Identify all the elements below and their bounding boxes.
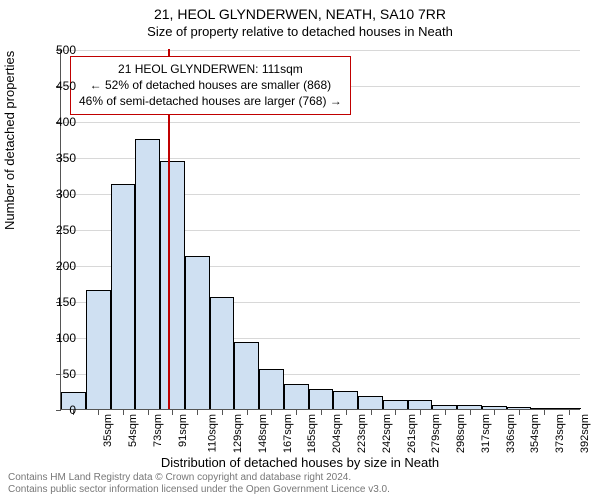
x-tick-label: 35sqm bbox=[102, 414, 114, 447]
y-tick-label: 500 bbox=[46, 43, 76, 57]
x-tick-label: 185sqm bbox=[307, 414, 319, 453]
y-tick-label: 0 bbox=[46, 403, 76, 417]
bar bbox=[408, 400, 433, 409]
x-tick-label: 54sqm bbox=[127, 414, 139, 447]
x-tick-label: 223sqm bbox=[356, 414, 368, 453]
y-tick-label: 50 bbox=[46, 367, 76, 381]
y-tick-label: 250 bbox=[46, 223, 76, 237]
x-axis-label: Distribution of detached houses by size … bbox=[0, 455, 600, 470]
bar bbox=[309, 389, 334, 409]
page-title: 21, HEOL GLYNDERWEN, NEATH, SA10 7RR bbox=[0, 0, 600, 22]
y-tick-label: 300 bbox=[46, 187, 76, 201]
y-axis-label: Number of detached properties bbox=[2, 51, 17, 230]
x-tick-mark bbox=[271, 410, 272, 415]
chart: 35sqm54sqm73sqm91sqm110sqm129sqm148sqm16… bbox=[60, 50, 580, 410]
x-tick-mark bbox=[371, 410, 372, 415]
x-tick-label: 279sqm bbox=[430, 414, 442, 453]
x-tick-label: 298sqm bbox=[455, 414, 467, 453]
bar bbox=[457, 405, 482, 409]
x-tick-label: 204sqm bbox=[331, 414, 343, 453]
bar bbox=[210, 297, 235, 409]
x-tick-label: 110sqm bbox=[207, 414, 219, 452]
info-line-3: 46% of semi-detached houses are larger (… bbox=[79, 93, 342, 109]
x-tick-label: 129sqm bbox=[232, 414, 244, 453]
y-tick-label: 350 bbox=[46, 151, 76, 165]
footnote-line-2: Contains public sector information licen… bbox=[8, 484, 390, 496]
footnote: Contains HM Land Registry data © Crown c… bbox=[8, 472, 390, 496]
x-tick-label: 354sqm bbox=[529, 414, 541, 453]
bar bbox=[160, 161, 185, 409]
bar bbox=[185, 256, 210, 409]
x-tick-mark bbox=[148, 410, 149, 415]
x-tick-mark bbox=[247, 410, 248, 415]
x-tick-label: 261sqm bbox=[406, 414, 418, 453]
bar bbox=[111, 184, 136, 409]
x-tick-mark bbox=[296, 410, 297, 415]
gridline bbox=[61, 122, 580, 123]
x-tick-label: 317sqm bbox=[480, 414, 492, 453]
info-box: 21 HEOL GLYNDERWEN: 111sqm ← 52% of deta… bbox=[70, 56, 351, 115]
x-tick-label: 392sqm bbox=[579, 414, 591, 453]
bar bbox=[383, 400, 408, 409]
bar bbox=[333, 391, 358, 409]
bar bbox=[432, 405, 457, 409]
bar bbox=[556, 408, 581, 409]
x-tick-label: 91sqm bbox=[177, 414, 189, 447]
x-tick-mark bbox=[172, 410, 173, 415]
x-tick-mark bbox=[569, 410, 570, 415]
x-tick-label: 373sqm bbox=[554, 414, 566, 453]
bar bbox=[86, 290, 111, 409]
x-tick-mark bbox=[222, 410, 223, 415]
footnote-line-1: Contains HM Land Registry data © Crown c… bbox=[8, 472, 390, 484]
x-tick-label: 336sqm bbox=[505, 414, 517, 453]
x-tick-mark bbox=[395, 410, 396, 415]
y-tick-label: 150 bbox=[46, 295, 76, 309]
y-tick-label: 100 bbox=[46, 331, 76, 345]
x-tick-mark bbox=[420, 410, 421, 415]
x-tick-mark bbox=[544, 410, 545, 415]
bar bbox=[135, 139, 160, 409]
x-tick-label: 167sqm bbox=[282, 414, 294, 453]
x-tick-mark bbox=[470, 410, 471, 415]
x-tick-mark bbox=[197, 410, 198, 415]
x-tick-label: 148sqm bbox=[257, 414, 269, 453]
y-tick-label: 400 bbox=[46, 115, 76, 129]
bar bbox=[259, 369, 284, 409]
x-tick-mark bbox=[519, 410, 520, 415]
y-tick-label: 450 bbox=[46, 79, 76, 93]
bar bbox=[284, 384, 309, 409]
page-subtitle: Size of property relative to detached ho… bbox=[0, 22, 600, 39]
x-tick-mark bbox=[494, 410, 495, 415]
x-tick-mark bbox=[98, 410, 99, 415]
x-tick-mark bbox=[346, 410, 347, 415]
x-tick-mark bbox=[321, 410, 322, 415]
x-tick-label: 73sqm bbox=[152, 414, 164, 447]
bar bbox=[234, 342, 259, 409]
bar bbox=[482, 406, 507, 409]
bar bbox=[531, 408, 556, 409]
bar bbox=[507, 407, 532, 409]
info-line-2: ← 52% of detached houses are smaller (86… bbox=[79, 77, 342, 93]
y-tick-label: 200 bbox=[46, 259, 76, 273]
bar bbox=[358, 396, 383, 409]
x-tick-label: 242sqm bbox=[381, 414, 393, 453]
x-tick-mark bbox=[123, 410, 124, 415]
x-tick-mark bbox=[445, 410, 446, 415]
gridline bbox=[61, 50, 580, 51]
info-line-1: 21 HEOL GLYNDERWEN: 111sqm bbox=[79, 61, 342, 77]
